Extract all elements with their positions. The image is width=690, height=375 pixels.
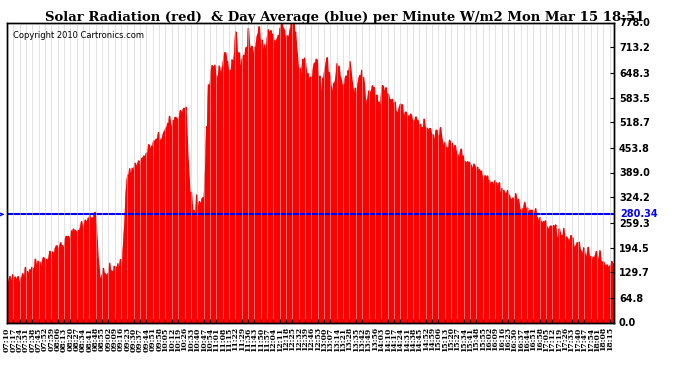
Text: Solar Radiation (red)  & Day Average (blue) per Minute W/m2 Mon Mar 15 18:51: Solar Radiation (red) & Day Average (blu… [45,11,645,24]
Text: Copyright 2010 Cartronics.com: Copyright 2010 Cartronics.com [13,32,144,40]
Text: 280.34: 280.34 [620,209,658,219]
